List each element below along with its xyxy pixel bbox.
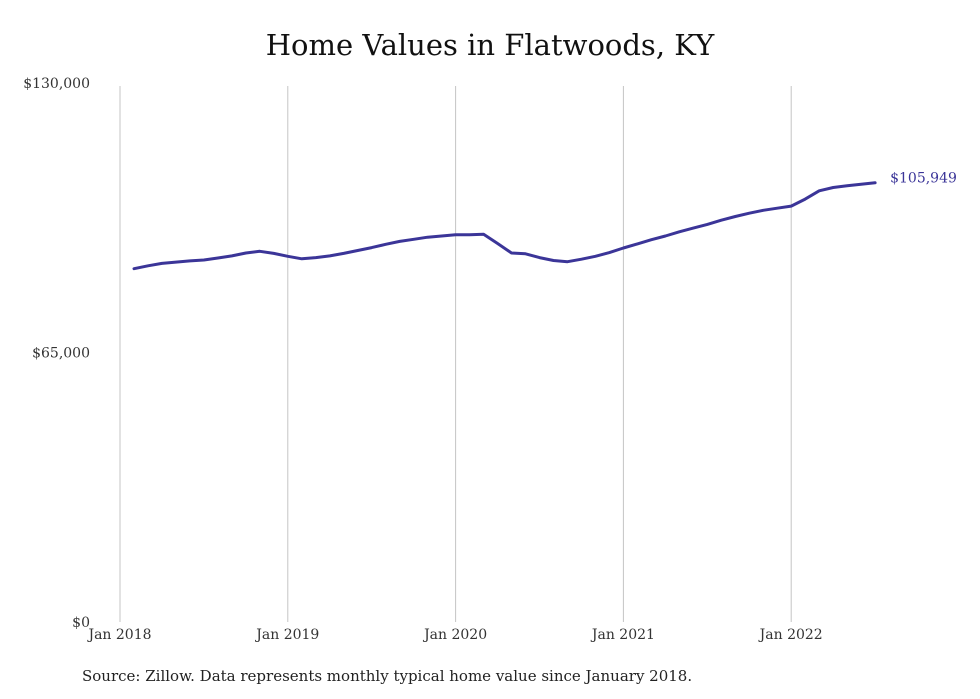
x-tick-label: Jan 2021 — [590, 627, 655, 643]
x-tick-label: Jan 2020 — [422, 627, 487, 643]
end-value-label: $105,949 — [890, 171, 957, 187]
x-axis-ticks: Jan 2018 Jan 2019 Jan 2020 Jan 2021 Jan 2022 — [86, 627, 822, 643]
chart-title: Home Values in Flatwoods, KY — [265, 28, 715, 62]
x-tick-label: Jan 2018 — [86, 627, 151, 643]
series-line — [132, 181, 877, 271]
y-tick-label: $0 — [72, 615, 90, 631]
x-tick-label: Jan 2022 — [758, 627, 823, 643]
y-tick-label: $130,000 — [23, 76, 90, 92]
y-axis-ticks: $0 $65,000 $130,000 — [23, 76, 90, 631]
source-note: Source: Zillow. Data represents monthly … — [82, 667, 693, 685]
y-tick-label: $65,000 — [32, 346, 90, 362]
x-tick-label: Jan 2019 — [254, 627, 319, 643]
grid-lines — [119, 86, 792, 622]
